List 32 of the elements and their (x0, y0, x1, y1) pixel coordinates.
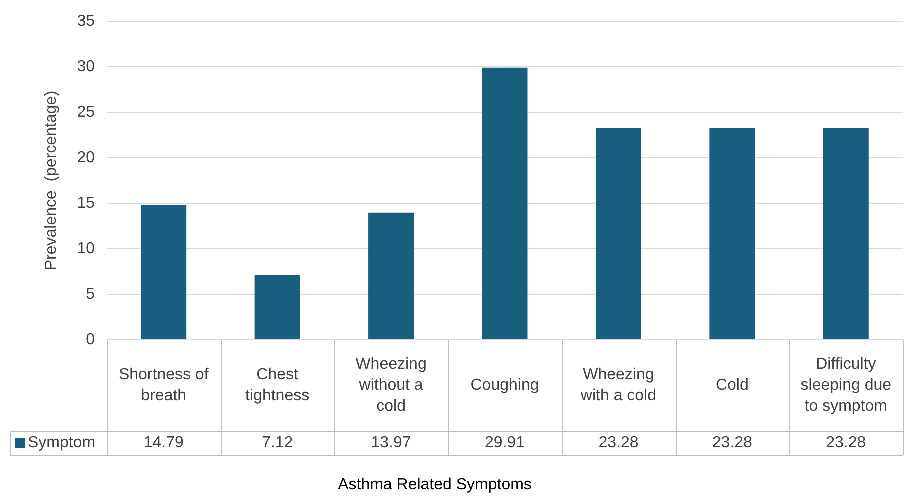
x-tick-label: Wheezing without a cold (356, 356, 427, 415)
x-tick-label: Chest tightness (246, 366, 310, 404)
x-tick-label: Coughing (470, 376, 540, 394)
y-tick-label: 15 (77, 194, 96, 212)
bar (710, 128, 756, 340)
data-label: 29.91 (484, 434, 526, 452)
y-tick-label: 10 (77, 240, 96, 258)
y-tick-label: 30 (77, 58, 96, 76)
bar (482, 68, 528, 340)
x-tick-label: Difficulty sleeping due to symptom (800, 356, 892, 415)
y-tick-label: 35 (77, 13, 96, 30)
bar (141, 205, 187, 340)
data-label: 13.97 (371, 434, 412, 452)
y-tick-label: 20 (77, 149, 96, 166)
x-tick-label: Wheezing with a cold (580, 366, 657, 404)
data-label: 23.28 (598, 434, 639, 452)
bar (368, 212, 414, 340)
data-label: 23.28 (712, 434, 753, 452)
bar (596, 128, 642, 340)
y-tick-label: 5 (86, 286, 96, 303)
y-tick-label: 25 (77, 104, 96, 121)
data-label: 23.28 (826, 434, 866, 452)
x-axis-title: Asthma Related Symptoms (338, 476, 532, 494)
y-axis-title: Prevalence (percentage) (43, 90, 60, 271)
x-tick-label: Cold (716, 376, 749, 394)
bar (823, 128, 869, 340)
bar (254, 275, 300, 340)
x-tick-label: Shortness of breath (118, 366, 210, 404)
legend-label: Symptom (28, 434, 96, 452)
data-label: 7.12 (262, 434, 294, 452)
y-tick-label: 0 (86, 331, 96, 348)
data-label: 14.79 (144, 434, 184, 452)
